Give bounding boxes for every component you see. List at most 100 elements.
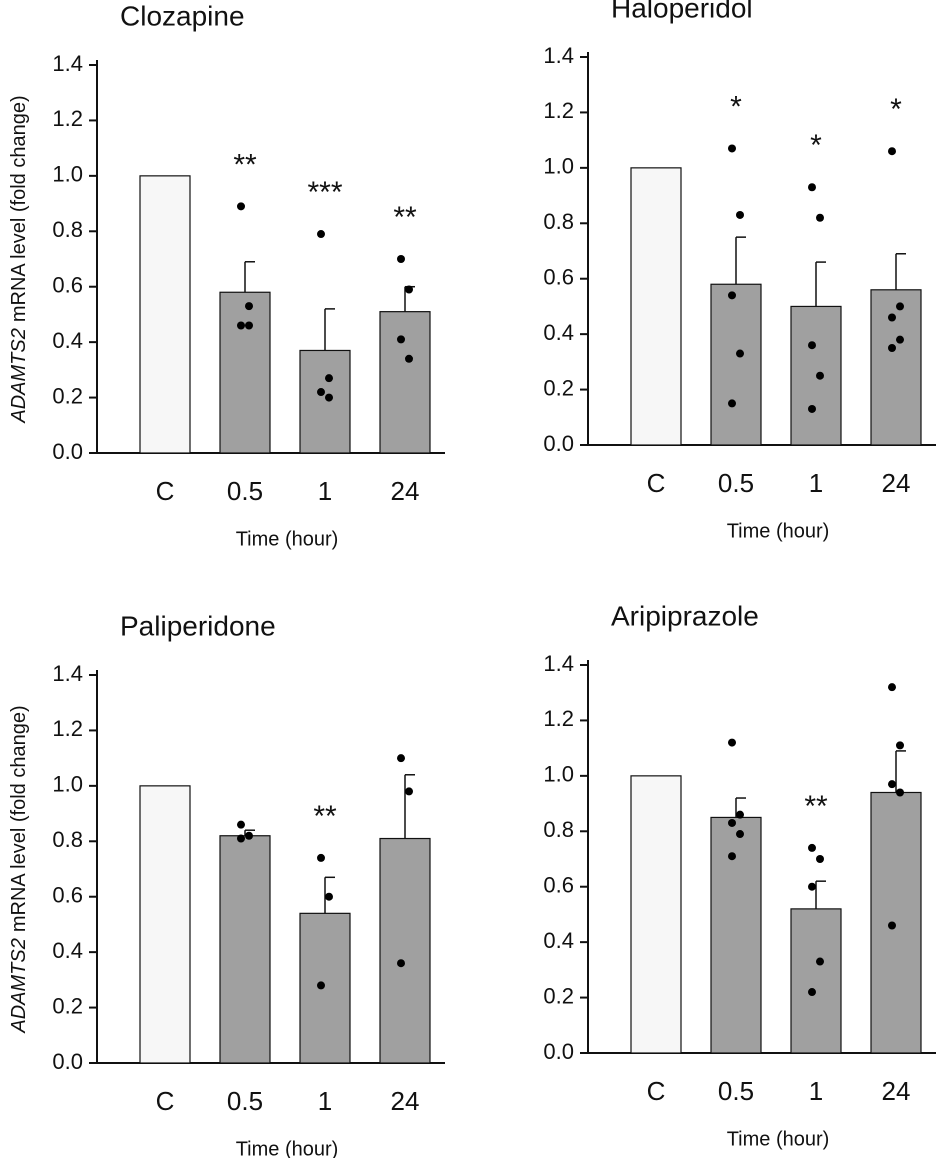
y-tick-label: 0.4 bbox=[543, 320, 574, 345]
y-axis-label: ADAMTS2 mRNA level (fold change) bbox=[8, 95, 30, 423]
data-point bbox=[728, 738, 736, 747]
bar bbox=[219, 835, 271, 1064]
y-tick-label: 1.4 bbox=[543, 43, 574, 68]
bar bbox=[379, 311, 431, 454]
y-label-gene: ADAMTS2 bbox=[8, 328, 30, 423]
x-tick-label: 1 bbox=[809, 468, 823, 498]
data-point bbox=[245, 831, 253, 840]
y-label-text: mRNA level (fold change) bbox=[8, 95, 30, 322]
bar bbox=[710, 283, 762, 446]
y-label-text: mRNA level (fold change) bbox=[8, 705, 30, 932]
x-tick-label: C bbox=[647, 468, 666, 498]
data-point bbox=[317, 230, 325, 239]
panel-title: Paliperidone bbox=[120, 610, 276, 641]
x-tick-label: C bbox=[647, 1076, 666, 1106]
data-point bbox=[317, 853, 325, 862]
significance: * bbox=[890, 93, 902, 126]
data-point bbox=[888, 780, 896, 789]
y-tick-label: 1.0 bbox=[52, 772, 83, 797]
y-tick-label: 0.6 bbox=[52, 273, 83, 298]
y-tick-label: 0.8 bbox=[52, 217, 83, 242]
bar bbox=[870, 289, 922, 446]
panel-title: Aripiprazole bbox=[611, 600, 759, 631]
x-tick-label: 1 bbox=[318, 476, 332, 506]
data-point bbox=[397, 335, 405, 344]
y-tick-label: 0.4 bbox=[543, 928, 574, 953]
bar bbox=[790, 908, 842, 1054]
data-point bbox=[728, 144, 736, 153]
data-point bbox=[736, 349, 744, 358]
significance: ** bbox=[313, 800, 337, 833]
data-point bbox=[237, 820, 245, 829]
panel: Paliperidone 0.0 0.2 0.4 0.6 0.8 1.0 1.2 1.4 ADAM… bbox=[8, 610, 445, 1158]
panel: Haloperidol 0.0 0.2 0.4 0.6 0.8 1.0 1.2 1.4 Time … bbox=[543, 0, 936, 542]
bar bbox=[710, 816, 762, 1054]
data-point bbox=[888, 313, 896, 322]
bar bbox=[299, 912, 351, 1064]
data-point bbox=[896, 302, 904, 311]
y-tick-label: 0.6 bbox=[52, 883, 83, 908]
data-point bbox=[317, 981, 325, 990]
x-tick-label: 0.5 bbox=[227, 1086, 263, 1116]
data-point bbox=[397, 255, 405, 263]
y-tick-label: 0.8 bbox=[52, 827, 83, 852]
x-tick-label: 24 bbox=[882, 1076, 911, 1106]
y-tick-label: 0.0 bbox=[543, 431, 574, 456]
x-axis-label: Time (hour) bbox=[236, 1138, 339, 1158]
data-point bbox=[728, 399, 736, 408]
y-tick-label: 1.0 bbox=[52, 162, 83, 187]
data-point bbox=[808, 404, 816, 413]
y-tick-label: 1.4 bbox=[52, 661, 83, 686]
bar bbox=[139, 175, 191, 454]
data-point bbox=[405, 285, 413, 294]
y-tick-label: 0.6 bbox=[543, 873, 574, 898]
data-point bbox=[736, 210, 744, 219]
panel: Aripiprazole 0.0 0.2 0.4 0.6 0.8 1.0 1.2 1.4 Time… bbox=[543, 600, 936, 1150]
significance: * bbox=[730, 90, 742, 123]
data-point bbox=[888, 344, 896, 352]
x-tick-label: 0.5 bbox=[718, 468, 754, 498]
bar bbox=[379, 837, 431, 1064]
panel: Clozapine 0.0 0.2 0.4 0.6 0.8 1.0 1.2 1.4 ADAMTS2… bbox=[8, 0, 445, 550]
data-point bbox=[888, 683, 896, 692]
data-point bbox=[816, 855, 824, 863]
data-point bbox=[808, 843, 816, 852]
y-tick-label: 1.0 bbox=[543, 154, 574, 179]
bar bbox=[299, 349, 351, 454]
x-tick-label: 1 bbox=[809, 1076, 823, 1106]
y-tick-label: 1.2 bbox=[52, 106, 83, 131]
bar bbox=[139, 785, 191, 1064]
y-tick-label: 0.2 bbox=[543, 375, 574, 400]
data-point bbox=[896, 788, 904, 797]
x-tick-label: 1 bbox=[318, 1086, 332, 1116]
data-point bbox=[728, 852, 736, 861]
data-point bbox=[405, 354, 413, 363]
y-tick-label: 0.2 bbox=[52, 383, 83, 408]
data-point bbox=[888, 147, 896, 156]
data-point bbox=[405, 787, 413, 796]
data-point bbox=[728, 291, 736, 300]
x-axis-label: Time (hour) bbox=[727, 520, 830, 542]
data-point bbox=[736, 830, 744, 839]
significance: ** bbox=[233, 148, 257, 181]
y-tick-label: 1.4 bbox=[52, 51, 83, 76]
data-point bbox=[736, 810, 744, 819]
panel-title: Clozapine bbox=[120, 0, 245, 31]
data-point bbox=[896, 335, 904, 344]
y-tick-label: 0.0 bbox=[52, 439, 83, 464]
y-label-gene: ADAMTS2 bbox=[8, 938, 30, 1033]
significance: ** bbox=[804, 790, 828, 823]
data-point bbox=[808, 882, 816, 891]
y-tick-label: 1.2 bbox=[52, 716, 83, 741]
data-point bbox=[325, 393, 333, 402]
significance: ** bbox=[393, 201, 417, 234]
x-tick-label: 0.5 bbox=[718, 1076, 754, 1106]
data-point bbox=[237, 834, 245, 843]
y-tick-label: 1.4 bbox=[543, 651, 574, 676]
y-tick-label: 0.6 bbox=[543, 265, 574, 290]
x-axis-label: Time (hour) bbox=[727, 1128, 830, 1150]
y-tick-label: 0.8 bbox=[543, 209, 574, 234]
x-tick-label: 24 bbox=[391, 1086, 420, 1116]
data-point bbox=[325, 374, 333, 383]
